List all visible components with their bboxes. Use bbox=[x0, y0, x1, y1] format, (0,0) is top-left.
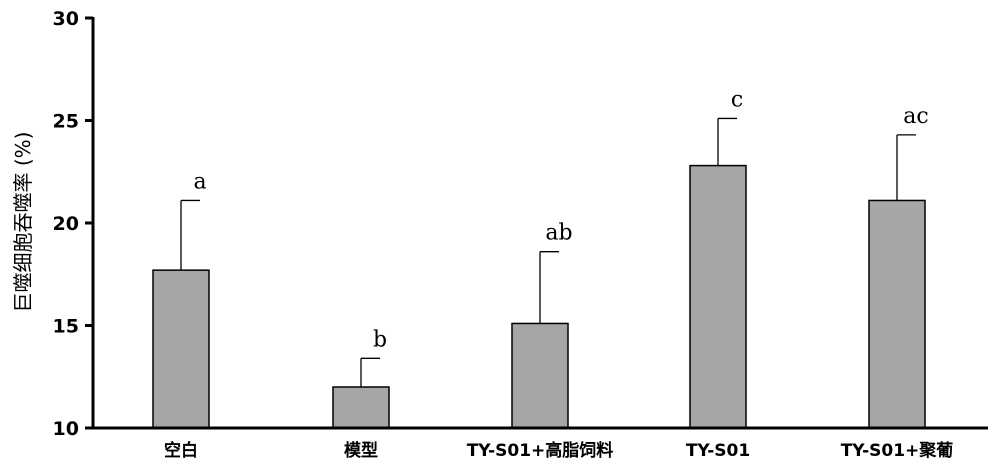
significance-label: c bbox=[731, 87, 743, 112]
y-tick-label: 30 bbox=[53, 8, 79, 30]
bar bbox=[511, 322, 569, 429]
y-tick-label: 15 bbox=[53, 316, 79, 338]
y-axis-ticks: 10 15 20 25 30 bbox=[53, 8, 93, 440]
bars bbox=[152, 164, 926, 429]
error-bars bbox=[180, 117, 916, 387]
bar bbox=[152, 269, 210, 429]
y-tick-label: 25 bbox=[53, 111, 79, 133]
significance-label: ac bbox=[903, 104, 928, 129]
x-tick-label: 模型 bbox=[344, 440, 378, 461]
significance-label: a bbox=[193, 169, 206, 194]
y-axis-label: 巨噬细胞吞噬率 (%) bbox=[11, 132, 35, 313]
x-tick-label: TY-S01+高脂饲料 bbox=[467, 440, 614, 461]
x-tick-label: 空白 bbox=[164, 440, 198, 461]
x-axis-tick-labels: 空白 模型 TY-S01+高脂饲料 TY-S01 TY-S01+聚葡 bbox=[164, 440, 953, 461]
significance-label: b bbox=[373, 327, 387, 352]
y-tick-label: 20 bbox=[53, 213, 79, 235]
x-tick-label: TY-S01+聚葡 bbox=[841, 441, 954, 461]
bar bbox=[868, 199, 926, 429]
y-tick-label: 10 bbox=[53, 418, 79, 440]
x-tick-label: TY-S01 bbox=[686, 441, 750, 461]
bar bbox=[689, 164, 747, 429]
bar bbox=[332, 386, 390, 429]
significance-label: ab bbox=[545, 221, 572, 246]
